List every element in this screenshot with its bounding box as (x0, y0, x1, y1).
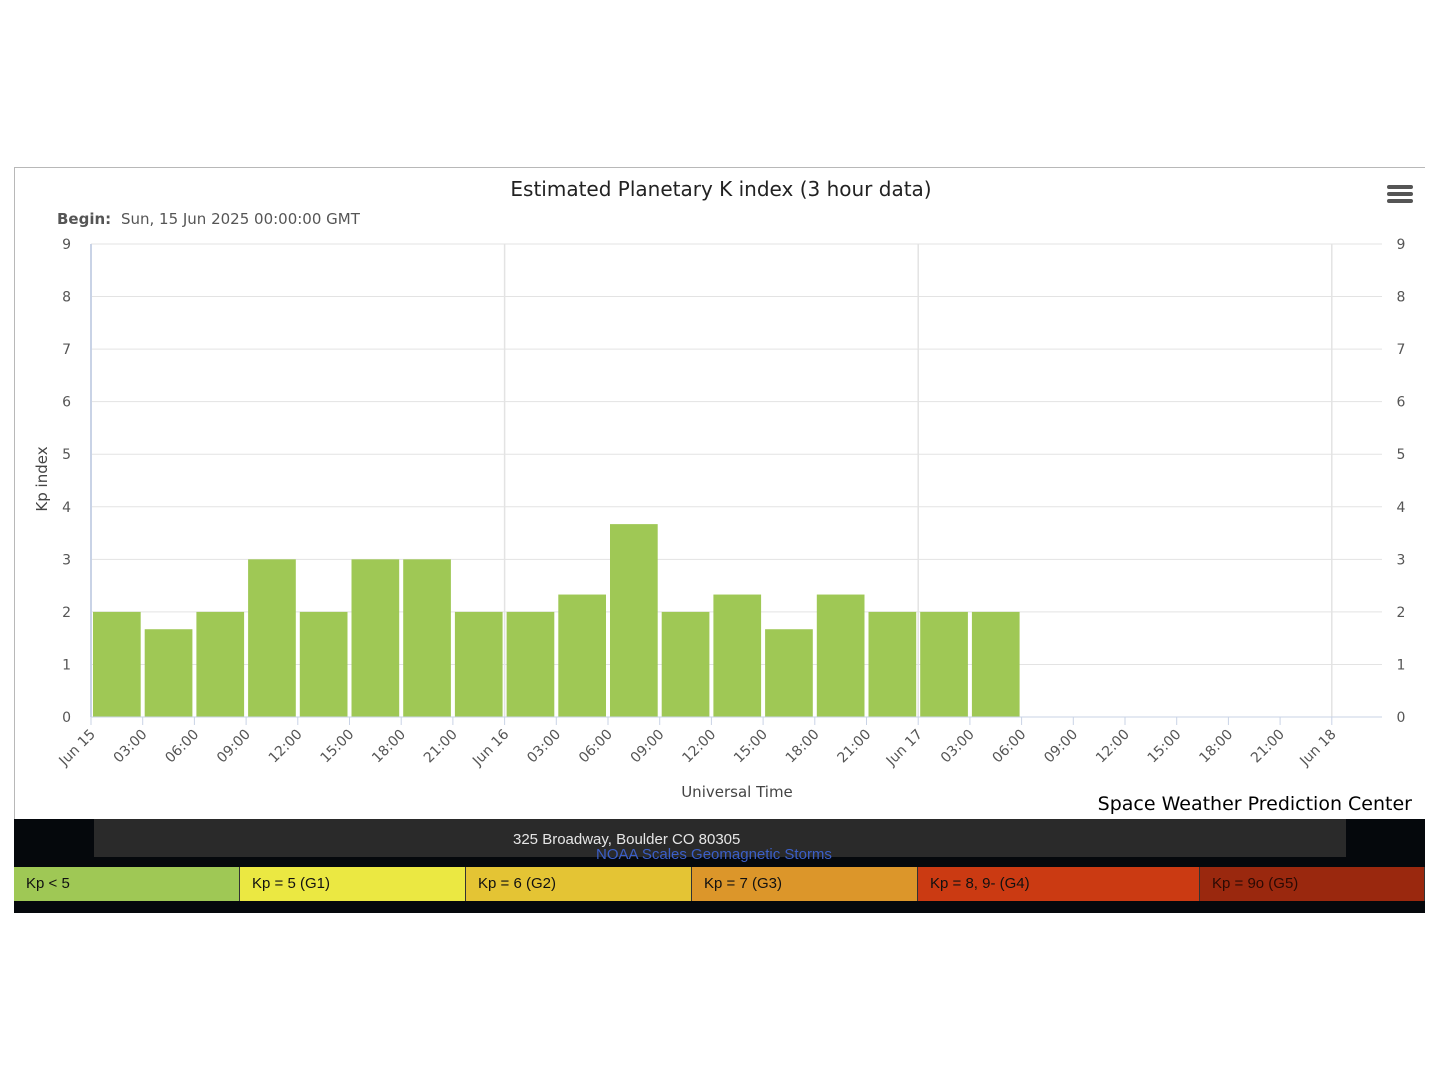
chart-subtitle: Begin: Sun, 15 Jun 2025 00:00:00 GMT (57, 210, 361, 228)
kp-bar[interactable] (351, 559, 400, 717)
x-tick-label: 03:00 (111, 727, 151, 767)
kp-bar[interactable] (971, 611, 1020, 717)
kp-bar[interactable] (506, 611, 555, 717)
x-tick-label: Jun 17 (883, 727, 926, 770)
chart-container: 0 0 1 1 2 2 3 3 4 4 5 5 6 6 7 7 8 8 9 9 Jun 15 03:00 06:00 09:0… (14, 167, 1425, 819)
y-tick-label: 7 (62, 342, 71, 358)
x-tick-label: 06:00 (162, 727, 202, 767)
x-tick-label: Jun 16 (469, 726, 512, 769)
y-tick-label-right: 6 (1397, 395, 1406, 411)
x-tick-label: 12:00 (679, 727, 719, 767)
y-axis-title: Kp index (33, 446, 51, 511)
scale-level-5: Kp = 8, 9- (G4) (918, 867, 1200, 901)
y-tick-label: 1 (62, 657, 71, 673)
y-tick-label: 8 (62, 290, 71, 306)
subtitle-label: Begin: (57, 210, 111, 228)
kp-bar[interactable] (558, 594, 606, 717)
footer-address: 325 Broadway, Boulder CO 80305 (513, 831, 741, 848)
kp-bar[interactable] (299, 611, 348, 717)
y-tick-label: 4 (62, 500, 71, 516)
kp-bar[interactable] (93, 611, 141, 717)
x-tick-label: 09:00 (1041, 727, 1081, 767)
kp-bar[interactable] (248, 559, 296, 717)
kp-bar[interactable] (196, 611, 245, 717)
hamburger-menu-icon[interactable] (1387, 182, 1413, 208)
x-tick-label: 21:00 (421, 727, 461, 767)
kp-bar[interactable] (403, 559, 451, 717)
y-tick-label: 2 (62, 605, 71, 621)
y-tick-label: 9 (62, 237, 71, 253)
x-tick-label: 09:00 (628, 727, 668, 767)
x-tick-label: 06:00 (576, 727, 616, 767)
y-tick-label-right: 3 (1397, 552, 1406, 568)
x-tick-label: 06:00 (990, 727, 1030, 767)
scale-level-2: Kp = 5 (G1) (240, 867, 466, 901)
chart-title: Estimated Planetary K index (3 hour data… (510, 177, 931, 201)
noaa-scale-legend: Kp < 5 Kp = 5 (G1) Kp = 6 (G2) Kp = 7 (G3) K… (14, 867, 1425, 901)
x-axis-title: Universal Time (681, 783, 793, 801)
y-tick-label: 6 (62, 395, 71, 411)
y-tick-label-right: 9 (1397, 237, 1406, 253)
scale-level-1: Kp < 5 (14, 867, 240, 901)
y-tick-label: 3 (62, 552, 71, 568)
footer-storms-link[interactable]: NOAA Scales Geomagnetic Storms (596, 846, 832, 863)
x-tick-label: 21:00 (1248, 727, 1288, 767)
x-tick-label: 12:00 (1093, 727, 1133, 767)
kp-bar[interactable] (454, 611, 503, 717)
y-tick-label-right: 2 (1397, 605, 1406, 621)
subtitle-value: Sun, 15 Jun 2025 00:00:00 GMT (121, 210, 361, 228)
x-tick-label: 21:00 (834, 727, 874, 767)
kp-bar[interactable] (144, 629, 193, 717)
x-tick-label: Jun 15 (56, 727, 99, 770)
y-tick-label-right: 1 (1397, 657, 1406, 673)
x-tick-label: 12:00 (266, 727, 306, 767)
kp-index-chart: 0 0 1 1 2 2 3 3 4 4 5 5 6 6 7 7 8 8 9 9 Jun 15 03:00 06:00 09:0… (33, 177, 1406, 801)
page-footer: 325 Broadway, Boulder CO 80305 NOAA Scal… (14, 819, 1425, 913)
x-tick-label: 18:00 (783, 727, 823, 767)
x-tick-label: 15:00 (731, 727, 771, 767)
x-tick-label: Jun 18 (1296, 727, 1339, 770)
kp-bar[interactable] (765, 629, 813, 717)
y-tick-label: 0 (62, 710, 71, 726)
y-tick-label-right: 5 (1397, 447, 1406, 463)
kp-bar[interactable] (610, 524, 658, 717)
kp-bar[interactable] (816, 594, 865, 717)
scale-level-3: Kp = 6 (G2) (466, 867, 692, 901)
x-tick-label: 18:00 (1196, 727, 1236, 767)
credit-text: Space Weather Prediction Center (1097, 793, 1412, 815)
y-tick-label: 5 (62, 447, 71, 463)
x-tick-label: 15:00 (1145, 727, 1185, 767)
y-tick-label-right: 8 (1397, 290, 1406, 306)
scale-level-4: Kp = 7 (G3) (692, 867, 918, 901)
kp-bar[interactable] (713, 594, 762, 717)
x-tick-label: 18:00 (369, 727, 409, 767)
x-tick-label: 03:00 (524, 727, 564, 767)
x-tick-label: 03:00 (938, 727, 978, 767)
y-tick-label-right: 7 (1397, 342, 1406, 358)
y-tick-label-right: 0 (1397, 710, 1406, 726)
y-tick-label-right: 4 (1397, 500, 1406, 516)
kp-bar[interactable] (868, 611, 917, 717)
x-tick-label: 09:00 (214, 727, 254, 767)
x-tick-label: 15:00 (317, 727, 357, 767)
kp-bar[interactable] (920, 611, 968, 717)
scale-level-6: Kp = 9o (G5) (1200, 867, 1425, 901)
kp-bar[interactable] (661, 611, 710, 717)
footer-panel (94, 819, 1346, 857)
